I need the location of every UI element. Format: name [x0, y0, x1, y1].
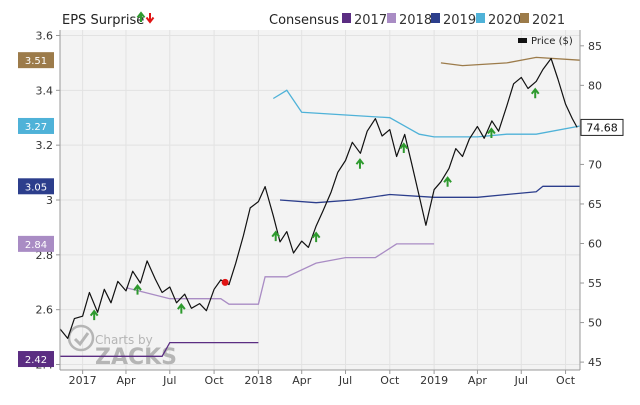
value-badges: 3.51 3.27 3.05 2.84 2.42 74.68	[18, 52, 624, 368]
eps-beat-arrow-icon	[89, 309, 99, 321]
x-tick-label: Jul	[514, 374, 528, 387]
left-tick-label: 3.6	[36, 29, 54, 42]
x-tick-label: Apr	[468, 374, 488, 387]
current-price-badge	[580, 118, 624, 136]
right-tick-label: 85	[588, 40, 602, 53]
legend-year-2021: 2021	[532, 13, 565, 28]
x-tick-label: 2017	[69, 374, 97, 387]
left-tick-label: 3.4	[36, 84, 54, 97]
consensus-badge-label: 3.05	[25, 182, 47, 193]
consensus-badge-2.42	[18, 351, 54, 368]
axes: 3.63.43.232.82.62.4858075706560555045201…	[36, 29, 603, 387]
right-tick-label: 70	[588, 158, 602, 171]
legend-year-2020: 2020	[488, 13, 521, 28]
eps-beat-arrow-icon	[271, 230, 280, 242]
legend-swatch-2017	[342, 13, 351, 23]
eps-beat-arrow-icon	[443, 176, 452, 187]
x-tick-label: Apr	[292, 374, 312, 387]
eps-surprise-markers	[89, 87, 540, 321]
legend-price: Price ($)	[531, 36, 573, 47]
x-tick-label: 2018	[244, 374, 272, 387]
consensus-badge-3.27	[18, 117, 54, 134]
legend-year-2018: 2018	[399, 13, 432, 28]
x-tick-label: 2019	[420, 374, 448, 387]
consensus-line-2017	[60, 341, 259, 357]
legend-eps-surprise: EPS Surprise	[62, 13, 144, 28]
consensus-badge-label: 2.42	[25, 355, 47, 366]
right-tick-label: 45	[588, 356, 602, 369]
legend-year-2019: 2019	[443, 13, 476, 28]
watermark-prefix: Charts by	[95, 333, 153, 347]
grid-lines	[60, 30, 580, 370]
price-line	[59, 57, 578, 339]
consensus-badge-label: 3.27	[25, 122, 47, 133]
legend: EPS Surprise Consensus 2017 2018 2019 2020 2…	[62, 11, 573, 47]
eps-beat-arrow-icon	[311, 231, 321, 243]
watermark: Charts by ZACKS	[67, 324, 177, 370]
up-arrow-icon	[136, 11, 146, 22]
eps-beat-arrow-icon	[530, 87, 540, 99]
x-tick-label: Jul	[338, 374, 352, 387]
consensus-badge-label: 2.84	[25, 240, 47, 251]
consensus-badge-3.51	[18, 52, 54, 69]
series-layer	[59, 56, 581, 357]
left-tick-label: 3	[46, 194, 53, 207]
current-price-label: 74.68	[586, 121, 618, 134]
zacks-logo-icon	[67, 324, 95, 352]
eps-beat-arrow-icon	[399, 142, 409, 153]
consensus-badge-label: 3.51	[25, 56, 47, 67]
eps-miss-marker-icon	[221, 278, 229, 286]
legend-years: 2017 2018 2019 2020 2021	[342, 13, 565, 28]
x-tick-label: Oct	[205, 374, 225, 387]
consensus-line-2019	[279, 185, 580, 204]
left-tick-label: 2.8	[36, 249, 54, 262]
right-tick-label: 55	[588, 277, 602, 290]
left-tick-label: 2.6	[36, 304, 54, 317]
x-tick-label: Apr	[116, 374, 136, 387]
eps-beat-arrow-icon	[487, 127, 496, 139]
x-tick-label: Oct	[556, 374, 576, 387]
right-tick-label: 80	[588, 79, 602, 92]
consensus-line-2020	[272, 89, 581, 138]
right-tick-label: 60	[588, 237, 602, 250]
x-tick-label: Oct	[380, 374, 400, 387]
eps-beat-arrow-icon	[133, 283, 142, 295]
legend-swatch-2020	[476, 13, 485, 23]
legend-swatch-2021	[520, 13, 529, 23]
legend-swatch-2019	[431, 13, 440, 23]
consensus-line-2018	[125, 243, 435, 305]
legend-swatch-2018	[387, 13, 396, 23]
legend-year-2017: 2017	[354, 13, 387, 28]
consensus-badge-3.05	[18, 178, 54, 195]
left-tick-label: 3.2	[36, 139, 54, 152]
eps-beat-arrow-icon	[355, 158, 365, 169]
right-tick-label: 65	[588, 198, 602, 211]
legend-price-swatch	[518, 38, 527, 43]
consensus-badge-2.84	[18, 235, 54, 252]
down-arrow-icon	[145, 13, 155, 24]
x-tick-label: Jul	[162, 374, 176, 387]
watermark-brand: ZACKS	[95, 345, 177, 370]
legend-consensus: Consensus	[269, 13, 339, 28]
eps-beat-arrow-icon	[177, 303, 186, 314]
right-tick-label: 50	[588, 317, 602, 330]
